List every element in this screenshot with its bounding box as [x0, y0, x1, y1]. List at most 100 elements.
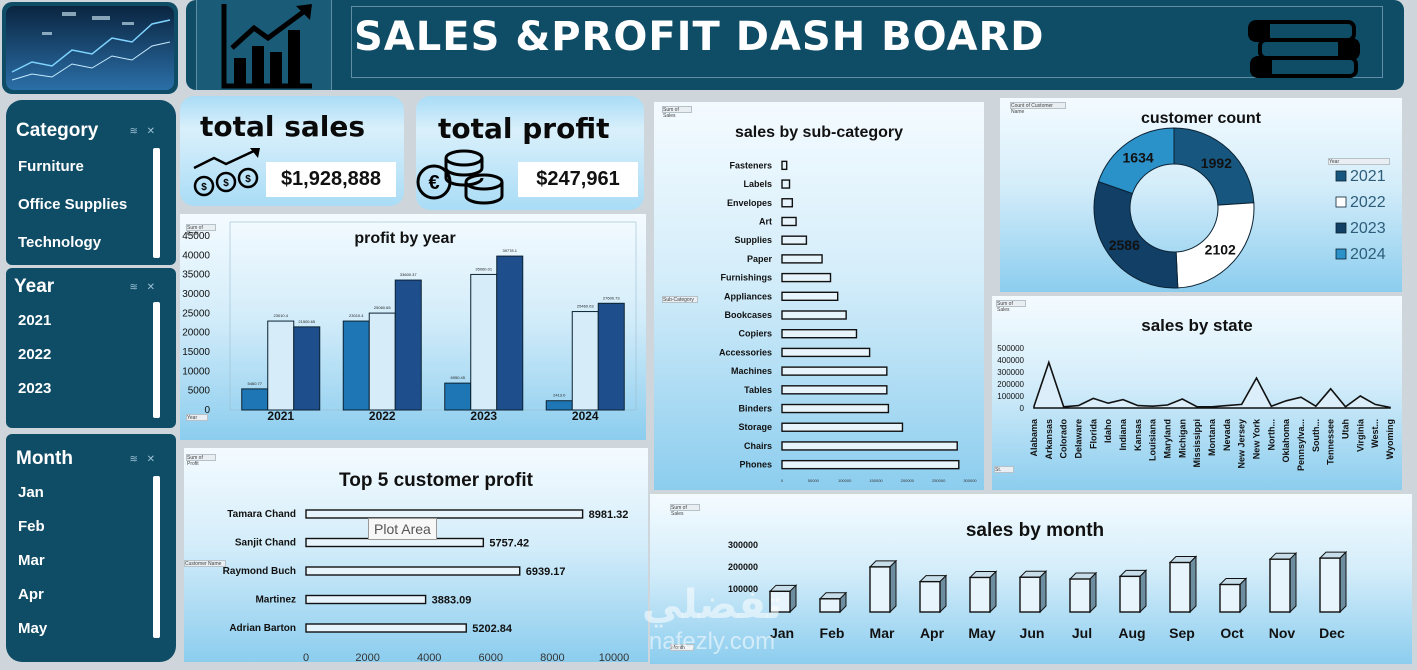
month-slicer-title: Month	[16, 448, 73, 469]
y-tick-label: 10000	[182, 366, 210, 377]
bar	[305, 594, 427, 605]
multi-select-icon[interactable]: ≋ ✕	[129, 454, 158, 465]
bar	[781, 198, 794, 208]
y-tick-label: 40000	[182, 250, 210, 261]
sum-of-profit-button[interactable]: Sum of Profit	[186, 454, 216, 467]
total-sales-value: $1,928,888	[266, 162, 396, 197]
data-label: 27600.73	[603, 295, 620, 300]
year-slicer-title: Year	[14, 276, 55, 297]
x-tick-label: Jan	[770, 625, 794, 641]
bar	[470, 273, 498, 411]
slicer-item-may[interactable]: May	[18, 620, 48, 637]
category-scrollbar[interactable]	[153, 148, 160, 258]
x-tick-label: 200000	[901, 478, 915, 483]
slicer-item-2021[interactable]: 2021	[18, 312, 52, 329]
y-tick-label: Raymond Buch	[223, 566, 296, 577]
slicer-item-2023[interactable]: 2023	[18, 380, 52, 397]
multi-select-icon[interactable]: ≋ ✕	[129, 126, 158, 137]
x-tick-label: Pennsylva...	[1296, 419, 1306, 471]
bar	[267, 320, 295, 411]
year-scrollbar[interactable]	[153, 302, 160, 418]
x-tick-label: 4000	[417, 652, 441, 662]
customer-name-filter-button[interactable]: Customer Name	[184, 560, 226, 567]
slicer-item-jan[interactable]: Jan	[18, 484, 44, 501]
slicer-item-office-supplies[interactable]: Office Supplies	[18, 196, 128, 213]
bar-side	[889, 559, 897, 614]
state-filter-button[interactable]: St.	[994, 466, 1014, 473]
x-tick-label: Delaware	[1074, 419, 1084, 459]
legend-swatch	[1335, 222, 1347, 234]
y-tick-label: 25000	[182, 308, 210, 319]
x-tick-label: Dec	[1319, 625, 1345, 641]
y-tick-label: Tamara Chand	[227, 509, 296, 520]
year-filter-button[interactable]: Year	[1328, 158, 1390, 165]
stock-chart-image	[6, 6, 174, 90]
count-customer-button[interactable]: Count of Customer Name	[1010, 102, 1066, 115]
data-label: 21500.65	[298, 319, 315, 324]
bar	[869, 566, 891, 613]
bar	[305, 623, 467, 633]
y-tick-label: 5000	[188, 386, 211, 397]
slicer-item-apr[interactable]: Apr	[18, 586, 44, 603]
x-tick-label: 0	[303, 652, 309, 662]
sum-of-sales-button[interactable]: Sum of Sales	[996, 300, 1026, 313]
sum-of-profit-button[interactable]: Sum of Profit	[186, 224, 216, 237]
year-filter-button[interactable]: Year	[186, 414, 208, 421]
bar-side	[1189, 555, 1197, 614]
sales-by-subcategory-plot: Fasteners Labels Envelopes Art Supplies Paper…	[719, 160, 977, 483]
bar	[969, 576, 991, 613]
category-slicer: Category ≋ ✕ Furniture Office Supplies T…	[6, 100, 176, 265]
data-label: 25460.03	[577, 304, 594, 309]
slicer-item-feb[interactable]: Feb	[18, 518, 45, 535]
watermark-url: nafezly.com	[648, 628, 776, 655]
bar-side	[1289, 551, 1297, 614]
slicer-item-2022[interactable]: 2022	[18, 346, 52, 363]
y-tick-label: 200000	[728, 562, 758, 572]
x-tick-label: Wyoming	[1385, 419, 1395, 459]
bar	[781, 235, 808, 245]
y-tick-label: 35000	[182, 270, 210, 281]
bar	[781, 329, 858, 339]
month-filter-button[interactable]: Month	[670, 644, 694, 651]
bar	[781, 422, 904, 432]
x-tick-label: Nov	[1269, 625, 1296, 641]
x-tick-label: 100000	[838, 478, 852, 483]
x-tick-label: Florida	[1088, 418, 1098, 449]
slicer-item-2024[interactable]: 2024	[18, 414, 51, 416]
sub-category-filter-button[interactable]: Sub-Category	[662, 296, 698, 303]
y-tick-label: Copiers	[738, 329, 772, 339]
x-tick-label: 2023	[470, 409, 497, 423]
y-tick-label: Phones	[739, 460, 772, 470]
slicer-item-mar[interactable]: Mar	[18, 552, 45, 569]
sum-of-sales-button[interactable]: Sum of Sales	[670, 504, 700, 517]
total-profit-value: $247,961	[518, 162, 638, 197]
x-tick-label: 50000	[808, 478, 820, 483]
sum-of-sales-button[interactable]: Sum of Sales	[662, 106, 692, 119]
x-tick-label: Tennessee	[1326, 419, 1336, 465]
profit-by-year-plot: 0 5000 10000 15000 20000 25000 30000 35000 40000…	[182, 221, 637, 423]
svg-text:€: €	[428, 172, 439, 194]
slicer-item-technology[interactable]: Technology	[18, 234, 102, 251]
x-tick-label: Feb	[820, 625, 845, 641]
y-tick-label: 300000	[997, 368, 1024, 377]
profit-by-year-title: profit by year	[354, 230, 456, 247]
sales-by-state-chart: Sum of Sales sales by state St. 0 100000 2…	[992, 296, 1402, 490]
bar-side	[1039, 570, 1047, 614]
watermark: تفضلي nafezly.com	[622, 582, 802, 668]
bar	[368, 312, 396, 411]
bar	[819, 598, 841, 613]
data-label: 5460.77	[248, 381, 263, 386]
data-label: 3883.09	[432, 595, 472, 607]
x-tick-label: Colorado	[1059, 418, 1069, 458]
legend-label: 2021	[1350, 168, 1386, 185]
y-tick-label: 30000	[182, 289, 210, 300]
category-slicer-title: Category	[16, 120, 99, 141]
header-title-box	[351, 6, 1383, 78]
header-thumbnail	[2, 2, 178, 94]
slicer-item-furniture[interactable]: Furniture	[18, 158, 84, 175]
month-scrollbar[interactable]	[153, 476, 160, 638]
bar	[545, 400, 573, 411]
x-tick-label: Oct	[1220, 625, 1244, 641]
bar	[597, 302, 625, 411]
multi-select-icon[interactable]: ≋ ✕	[129, 282, 158, 293]
